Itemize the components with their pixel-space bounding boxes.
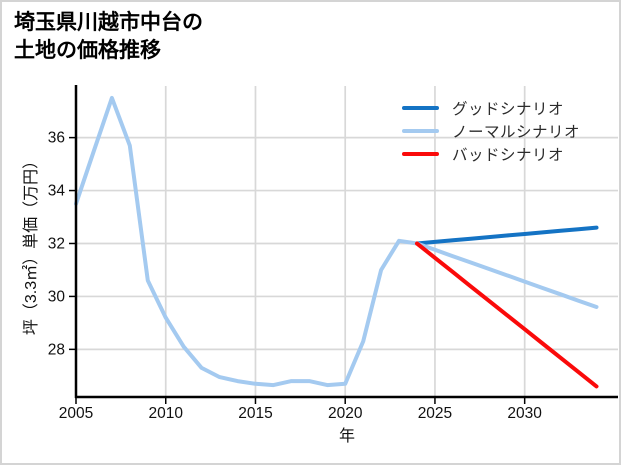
- series-line-normal: [74, 95, 599, 388]
- y-axis-label: 坪（3.3㎡）単価（万円）: [23, 152, 40, 336]
- x-tick-label: 2005: [59, 405, 93, 422]
- chart-title: 埼玉県川越市中台の 土地の価格推移: [14, 9, 203, 65]
- x-tick-label: 2015: [238, 405, 272, 422]
- legend: グッドシナリオ ノーマルシナリオ バッドシナリオ: [402, 96, 580, 165]
- chart-title-line-1: 埼玉県川越市中台の: [14, 11, 203, 34]
- y-tick-label: 34: [48, 183, 66, 200]
- legend-entry-normal: ノーマルシナリオ: [402, 119, 580, 142]
- legend-swatch-good: [402, 105, 439, 110]
- y-tick-label: 36: [48, 130, 65, 147]
- legend-swatch-normal: [402, 128, 439, 133]
- legend-label-bad: バッドシナリオ: [452, 146, 565, 164]
- x-tick-label: 2020: [328, 405, 363, 422]
- x-tick-label: 2030: [507, 405, 542, 422]
- series-line-good: [415, 225, 599, 246]
- series-line-bad: [415, 241, 599, 389]
- legend-label-good: グッドシナリオ: [452, 100, 565, 118]
- x-tick-label: 2010: [148, 405, 183, 422]
- x-axis-label: 年: [338, 428, 356, 445]
- legend-entry-good: グッドシナリオ: [402, 96, 580, 119]
- legend-entry-bad: バッドシナリオ: [402, 142, 580, 165]
- y-tick-label: 28: [48, 341, 65, 358]
- legend-swatch-bad: [402, 151, 439, 156]
- y-tick-label: 30: [48, 288, 66, 305]
- y-tick-label: 32: [48, 235, 65, 252]
- legend-label-normal: ノーマルシナリオ: [452, 123, 581, 141]
- x-tick-label: 2025: [418, 405, 452, 422]
- chart-title-line-2: 土地の価格推移: [14, 39, 161, 62]
